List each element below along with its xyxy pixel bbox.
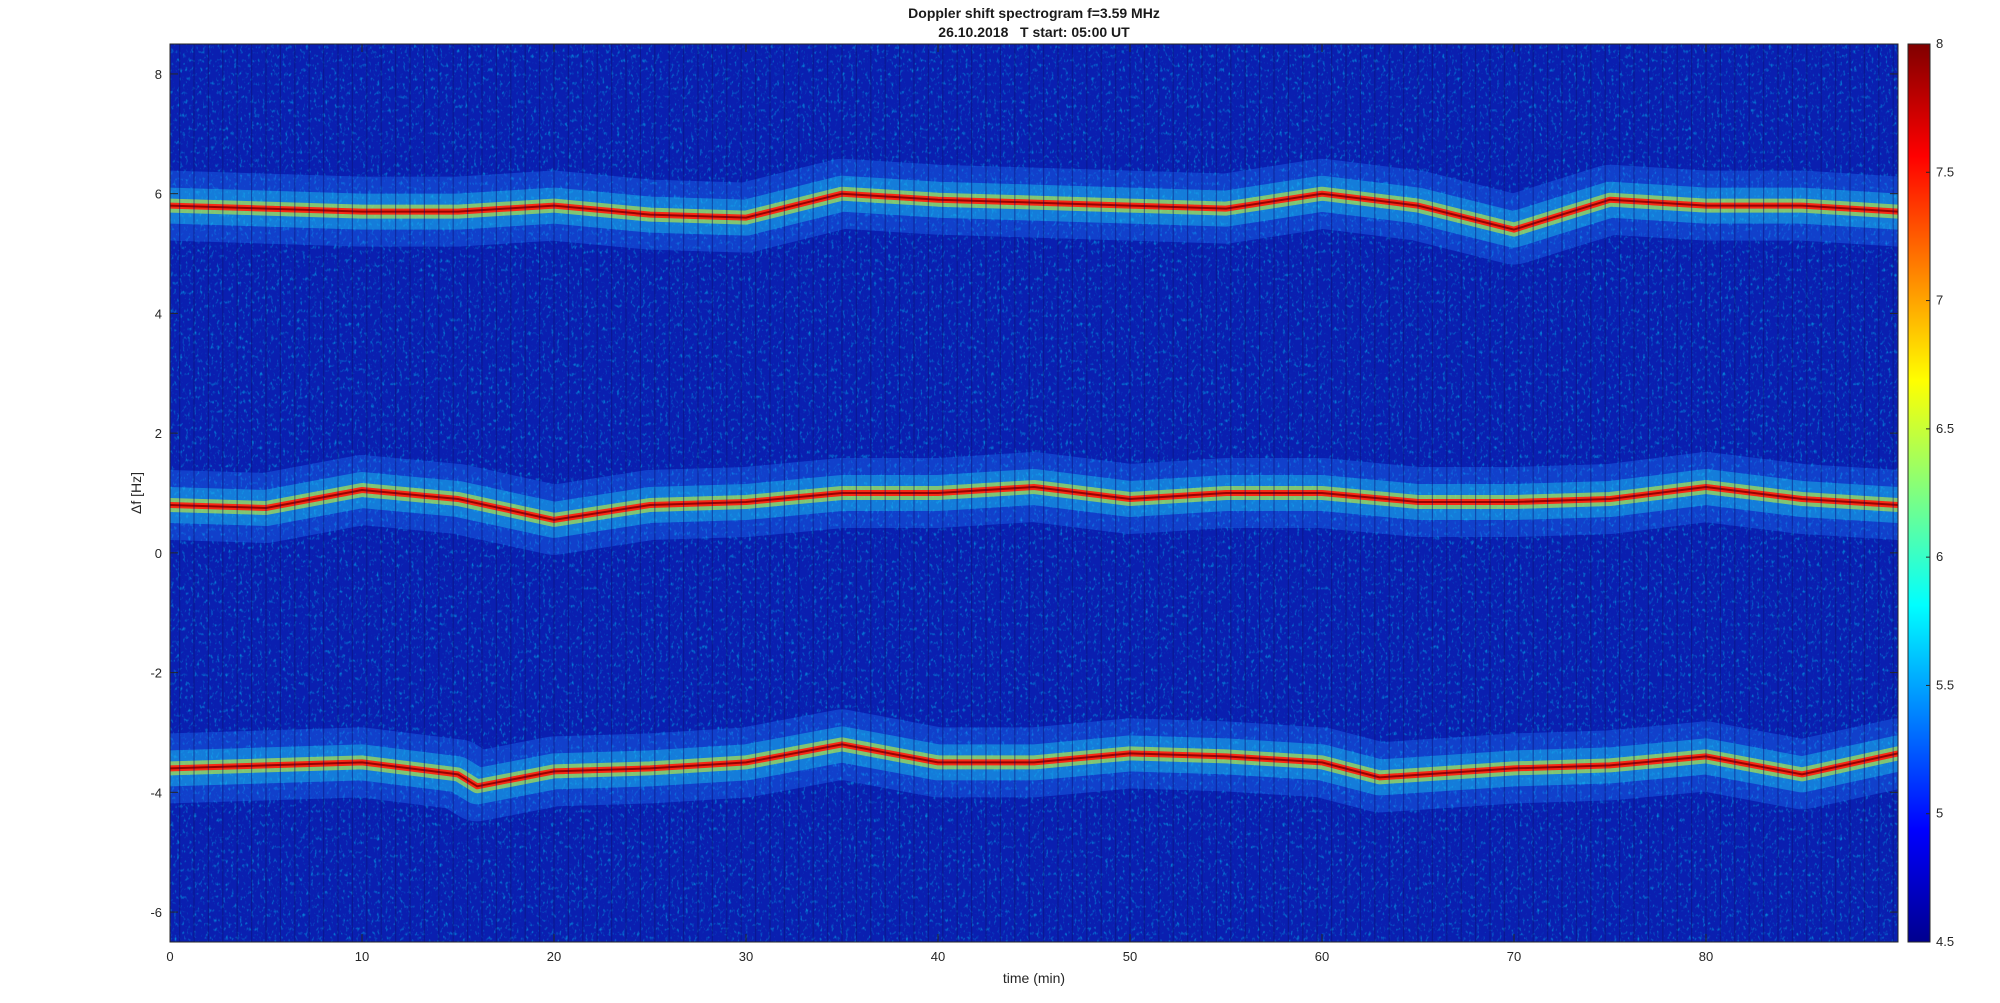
y-tick-label: -4 (150, 785, 162, 800)
colorbar-tick-label: 5 (1936, 806, 1943, 821)
x-tick-label: 20 (547, 949, 561, 964)
x-tick-label: 0 (166, 949, 173, 964)
colorbar (1907, 43, 1931, 943)
colorbar-tick-label: 7.5 (1936, 164, 1954, 179)
x-tick-label: 60 (1315, 949, 1329, 964)
x-tick-label: 10 (355, 949, 369, 964)
x-tick-label: 30 (739, 949, 753, 964)
y-tick-label: 4 (155, 306, 162, 321)
x-axis: 0 10 20 30 40 50 60 70 80 (166, 44, 1713, 964)
colorbar-axis: 8 7.5 7 6.5 6 5.5 5 4.5 (1926, 36, 1954, 949)
y-axis: 8 6 4 2 0 -2 -4 -6 (150, 67, 1898, 920)
plot-area (170, 44, 1898, 942)
x-tick-label: 40 (931, 949, 945, 964)
y-tick-label: -2 (150, 666, 162, 681)
colorbar-tick-label: 8 (1936, 36, 1943, 51)
series-1-trace-layer-5 (170, 192, 1898, 231)
x-tick-label: 50 (1123, 949, 1137, 964)
y-tick-label: -6 (150, 905, 162, 920)
y-tick-label: 6 (155, 187, 162, 202)
chart-title: Doppler shift spectrogram f=3.59 MHz (908, 5, 1160, 21)
series-3-trace-layer-5 (170, 743, 1898, 788)
x-tick-label: 70 (1507, 949, 1521, 964)
x-tick-label: 80 (1699, 949, 1713, 964)
colorbar-tick-label: 6.5 (1936, 421, 1954, 436)
y-tick-label: 0 (155, 546, 162, 561)
chart-subtitle: 26.10.2018 T start: 05:00 UT (938, 24, 1130, 40)
y-axis-label: Δf [Hz] (128, 472, 144, 514)
y-tick-label: 2 (155, 426, 162, 441)
signal-bands (170, 158, 1898, 822)
colorbar-tick-label: 7 (1936, 293, 1943, 308)
colorbar-tick-label: 5.5 (1936, 677, 1954, 692)
plot-frame (169, 43, 1899, 943)
x-axis-label: time (min) (1003, 970, 1065, 986)
y-tick-label: 8 (155, 67, 162, 82)
colorbar-tick-label: 4.5 (1936, 934, 1954, 949)
series-2-trace-layer-5 (170, 486, 1898, 521)
colorbar-tick-label: 6 (1936, 549, 1943, 564)
